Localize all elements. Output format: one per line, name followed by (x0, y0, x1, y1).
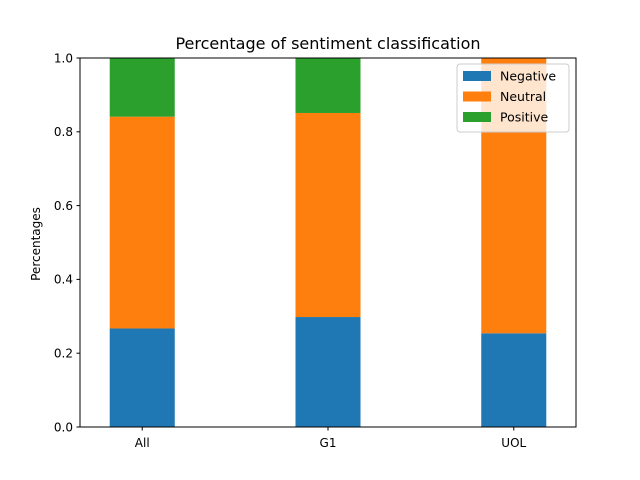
legend-swatch-positive (463, 112, 491, 122)
legend: Negative Neutral Positive (456, 63, 570, 133)
legend-label-positive: Positive (500, 110, 548, 125)
y-tick-label: 0.4 (54, 273, 73, 287)
y-tick-label: 0.6 (54, 199, 73, 213)
bar-neutral-g1 (295, 112, 361, 318)
bar-positive-all (109, 58, 175, 117)
bar-negative-g1 (295, 317, 361, 427)
legend-swatch-negative (463, 71, 491, 81)
x-tick-label-all: All (135, 436, 150, 450)
bar-neutral-all (109, 116, 175, 329)
y-tick-label: 1.0 (54, 51, 73, 65)
axes-group: 0.0 0.2 0.4 0.6 0.8 1.0 All G1 UOL (54, 51, 577, 450)
x-tick-label-uol: UOL (501, 436, 526, 450)
y-tick-label: 0.2 (54, 347, 73, 361)
y-axis-label: Percentages (29, 207, 43, 281)
x-tick-label-g1: G1 (320, 436, 337, 450)
legend-swatch-neutral (463, 91, 491, 102)
y-tick-label: 0.0 (54, 420, 73, 434)
bar-negative-all (109, 328, 175, 427)
legend-label-negative: Negative (500, 69, 556, 84)
bar-positive-g1 (295, 58, 361, 113)
bar-negative-uol (481, 333, 547, 427)
y-tick-label: 0.8 (54, 125, 73, 139)
chart-title: Percentage of sentiment classification (175, 34, 480, 53)
legend-label-neutral: Neutral (500, 89, 546, 104)
